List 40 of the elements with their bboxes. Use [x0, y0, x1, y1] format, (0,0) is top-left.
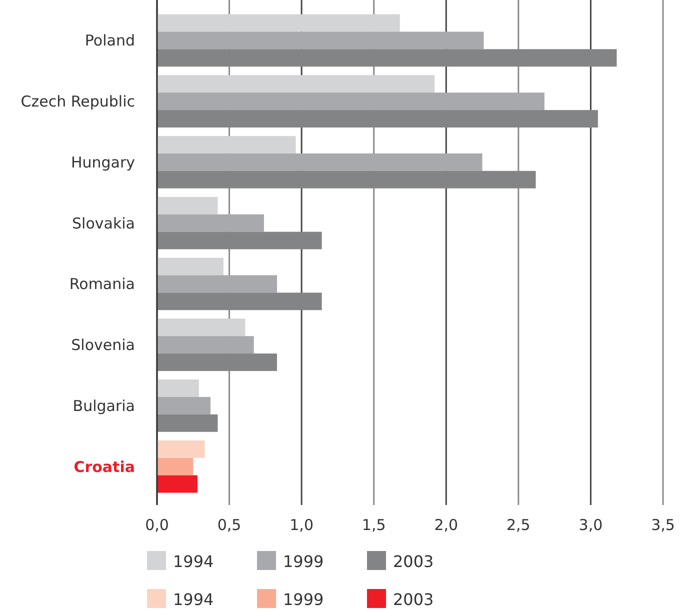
x-tick-label: 1,0 [290, 516, 314, 534]
y-tick-label: Romania [69, 275, 135, 294]
y-tick-label: Slovakia [72, 214, 135, 232]
bar [157, 136, 296, 154]
legend-label: 1994 [173, 552, 214, 571]
bar [157, 32, 484, 50]
x-tick-label: 0,0 [145, 516, 169, 534]
bar [157, 458, 194, 476]
bar [157, 14, 400, 32]
bar [157, 380, 199, 397]
bar [157, 258, 224, 276]
bar [157, 396, 210, 414]
bar [157, 318, 246, 336]
y-tick-label: Czech Republic [20, 92, 135, 111]
text: 1999 [283, 590, 324, 609]
bar [157, 475, 198, 493]
y-tick-label: Poland [84, 32, 135, 50]
bar [157, 336, 254, 354]
bar [157, 214, 264, 232]
legend-label: 1999 [283, 552, 324, 571]
x-tick-label: 0,5 [217, 516, 242, 534]
text: 1994 [173, 590, 214, 609]
bar [157, 92, 544, 110]
y-tick-label: Hungary [70, 153, 136, 172]
x-tick-label: 2,0 [434, 516, 458, 534]
bar [157, 196, 218, 214]
x-tick-label: 3,0 [578, 516, 603, 534]
bar [157, 275, 277, 293]
bar [157, 75, 435, 93]
text: 2003 [393, 590, 434, 609]
legend-label: 2003 [393, 552, 434, 571]
x-tick-label: 3,5 [651, 516, 675, 534]
bar [157, 440, 205, 458]
y-tick-label: Croatia [74, 458, 135, 476]
bar [157, 153, 482, 171]
y-tick-label: Slovenia [71, 336, 135, 354]
x-tick-label: 2,5 [506, 516, 530, 534]
y-tick-label: Bulgaria [72, 396, 135, 415]
bar [157, 414, 218, 432]
x-tick-label: 1,5 [362, 516, 386, 534]
